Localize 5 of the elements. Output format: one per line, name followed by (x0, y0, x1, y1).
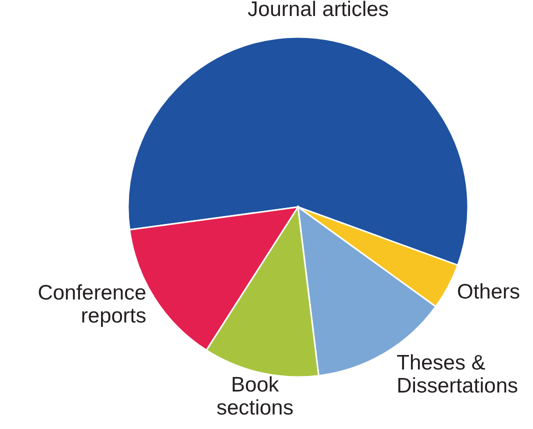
slice-label: Others (457, 280, 520, 304)
slice-label: Journal articles (248, 0, 389, 22)
slice-label: Book sections (216, 374, 294, 420)
slice-label: Theses & Dissertations (396, 352, 518, 398)
slice-label: Conference reports (38, 281, 146, 328)
